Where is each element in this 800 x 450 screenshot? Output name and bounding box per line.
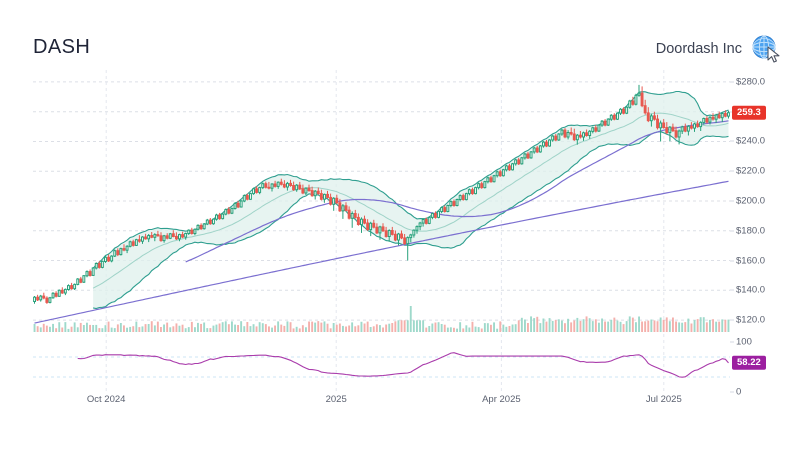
date-axis-tick: 2025 [325, 394, 347, 405]
globe-icon-wrap[interactable] [750, 33, 784, 65]
axis-tickmark [730, 230, 734, 232]
price-axis: $280.0$260.0$240.0$220.0$200.0$180.0$160… [730, 60, 800, 410]
axis-tickmark [730, 289, 734, 291]
bollinger-band-fill [93, 91, 729, 309]
chart-header: DASH Doordash Inc [0, 0, 800, 70]
rsi-axis-tick: 100 [736, 336, 752, 348]
axis-tickmark [730, 140, 734, 142]
price-axis-tick: $220.0 [736, 165, 766, 177]
date-axis-tick: Oct 2024 [86, 394, 126, 405]
rsi-line [77, 352, 729, 378]
ticker-symbol: DASH [33, 36, 91, 58]
volume-bars-group [33, 306, 730, 332]
axis-tickmark [730, 260, 734, 262]
chart-plot-area[interactable] [33, 70, 730, 400]
candlestick-group [33, 84, 730, 304]
price-axis-tick: $140.0 [736, 284, 766, 296]
axis-tickmark [730, 170, 734, 172]
rsi-axis-tick: 0 [736, 386, 742, 398]
price-axis-tick: $240.0 [736, 135, 766, 147]
price-axis-tick: $160.0 [736, 255, 766, 267]
price-axis-tick: $180.0 [736, 225, 766, 237]
rsi-value-badge: 58.22 [732, 355, 766, 371]
moving-average-group [34, 120, 729, 324]
price-axis-tick: $120.0 [736, 314, 766, 326]
axis-tickmark [730, 319, 734, 321]
chart-canvas[interactable] [33, 70, 730, 400]
last-price-badge: 259.3 [732, 105, 766, 120]
rsi-reference-lines [33, 356, 730, 378]
price-axis-tick: $280.0 [736, 76, 766, 88]
price-axis-tick: $200.0 [736, 195, 766, 207]
company-name: Doordash Inc [655, 41, 742, 57]
axis-tickmark [730, 200, 734, 202]
cursor-arrow-icon [767, 46, 780, 63]
date-axis: Oct 2024 2025 Apr 2025 Jul 2025 [0, 392, 800, 416]
date-axis-tick: Apr 2025 [482, 394, 521, 405]
axis-tickmark [730, 391, 734, 393]
axis-tickmark [730, 341, 734, 343]
axis-tickmark [730, 81, 734, 83]
date-axis-tick: Jul 2025 [645, 394, 682, 405]
